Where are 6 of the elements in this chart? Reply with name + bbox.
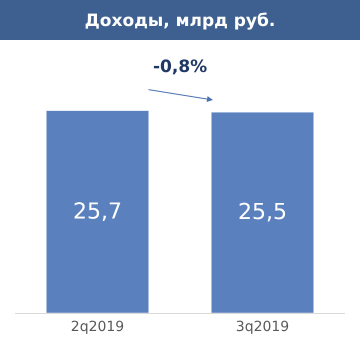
chart-title: Доходы, млрд руб. — [84, 10, 276, 31]
x-tick-label: 2q2019 — [70, 318, 124, 335]
text: -0,8% — [153, 57, 208, 77]
x-tick-label: 3q2019 — [236, 318, 290, 335]
data-label: 25,7 — [73, 199, 122, 224]
data-label: 25,5 — [238, 200, 287, 226]
